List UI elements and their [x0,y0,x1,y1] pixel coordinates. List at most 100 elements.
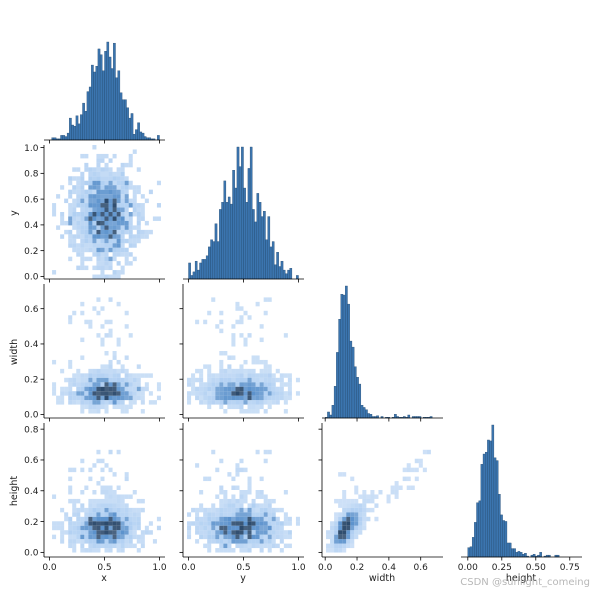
cell-y-width-17-13 [251,355,256,360]
cell-x-height-13-8 [96,516,101,522]
bar-x-35 [126,107,129,141]
cell-x-y-8-16 [76,203,81,208]
cell-x-y-9-20 [80,185,85,190]
cell-y-height-21-23 [267,449,272,455]
cell-x-height-14-14 [100,490,105,495]
cell-x-height-21-10 [128,507,133,513]
cell-x-width-18-25 [116,301,121,307]
cell-x-height-13-4 [96,534,101,540]
cell-y-height-13-11 [235,503,240,508]
cell-width-height-12-13 [370,494,375,499]
cell-width-height-5-10 [342,507,347,513]
cell-y-height-15-8 [243,516,248,522]
ytick-label-width-2: 0.4 [24,340,39,350]
cell-x-y-24-9 [140,234,145,239]
cell-x-width-22-5 [132,391,137,396]
cell-y-height-13-7 [235,521,240,526]
cell-x-height-17-5 [112,530,117,535]
cell-y-height-12-10 [231,507,236,513]
cell-x-width-19-6 [120,386,125,392]
cell-x-height-11-4 [88,534,93,540]
cell-x-y-15-15 [104,207,109,212]
bar-width-13 [353,366,357,419]
cell-x-width-17-13 [112,355,117,360]
cell-x-y-6-9 [68,234,73,239]
bar-y-46 [289,268,293,280]
cell-y-height-21-8 [267,516,272,522]
cell-x-height-13-21 [96,458,101,464]
cell-x-width-18-8 [116,377,121,383]
cell-y-width-4-7 [199,382,204,387]
cell-y-height-3-7 [195,521,200,526]
cell-x-width-27-3 [152,400,157,405]
cell-x-width-23-7 [136,382,141,387]
cell-x-height-18-4 [116,534,121,540]
cell-x-height-10-6 [84,525,89,531]
cell-y-width-19-9 [259,373,264,378]
cell-y-height-3-5 [195,530,200,535]
ytick-label-y-1: 0.2 [24,247,38,257]
cell-y-width-20-8 [263,377,268,383]
cell-x-y-10-2 [84,265,89,271]
cell-width-height-7-8 [350,516,355,522]
cell-x-y-14-12 [100,220,105,226]
cell-width-height-7-17 [350,476,355,482]
cell-x-y-12-18 [92,194,97,199]
bar-x-14 [80,114,83,141]
cell-width-height-2-3 [330,539,335,544]
cell-x-y-18-11 [116,225,121,230]
cell-x-y-11-16 [88,203,93,208]
cell-x-width-28-7 [156,382,161,387]
cell-x-height-15-10 [104,507,109,513]
cell-width-height-6-8 [346,516,351,522]
cell-x-height-16-5 [108,530,113,535]
cell-width-height-20-17 [402,476,407,482]
cell-x-height-21-2 [128,543,133,549]
cell-y-height-22-9 [271,512,276,517]
cell-x-y-19-5 [120,252,125,257]
cell-x-y-13-22 [96,176,101,181]
cell-x-height-10-8 [84,516,89,522]
cell-y-height-7-10 [211,507,216,513]
cell-x-width-24-9 [140,373,145,378]
cell-x-y-15-13 [104,216,109,221]
bar-x-23 [99,54,103,141]
cell-width-height-3-2 [334,543,339,549]
cell-x-width-18-4 [116,395,121,401]
cell-x-y-9-8 [80,238,85,244]
cell-y-height-14-3 [239,539,244,544]
cell-y-width-23-10 [275,368,280,374]
cell-y-height-20-13 [263,494,268,499]
cell-y-height-17-2 [251,543,256,549]
bar-height-16 [502,520,505,558]
cell-x-y-17-7 [112,243,117,248]
cell-x-y-7-24 [72,167,77,172]
cell-x-y-14-11 [100,225,105,230]
cell-y-width-15-7 [243,382,248,387]
cell-y-height-26-8 [287,516,292,522]
cell-x-y-11-8 [88,238,93,244]
cell-x-y-18-8 [116,238,121,244]
cell-width-height-4-8 [338,516,343,522]
bar-x-12 [75,115,79,141]
cell-x-y-11-13 [88,216,93,221]
cell-y-width-24-5 [279,391,284,396]
cell-y-height-10-5 [223,530,228,535]
cell-width-height-6-10 [346,507,351,513]
cell-x-width-19-7 [120,382,125,387]
cell-y-height-26-5 [287,530,292,535]
cell-y-width-12-3 [231,400,236,405]
cell-width-height-7-11 [350,503,355,508]
cell-x-y-16-20 [108,185,113,190]
cell-y-height-24-4 [279,534,284,540]
cell-y-width-7-6 [211,386,216,392]
cell-x-y-12-5 [92,252,97,257]
cell-x-height-9-7 [80,521,85,526]
cell-x-y-7-16 [72,203,77,208]
bar-y-28 [249,146,253,280]
cell-x-y-16-14 [108,212,113,217]
cell-x-height-8-3 [76,539,81,544]
cell-y-width-18-1 [255,409,260,414]
cell-x-width-21-9 [128,373,133,378]
